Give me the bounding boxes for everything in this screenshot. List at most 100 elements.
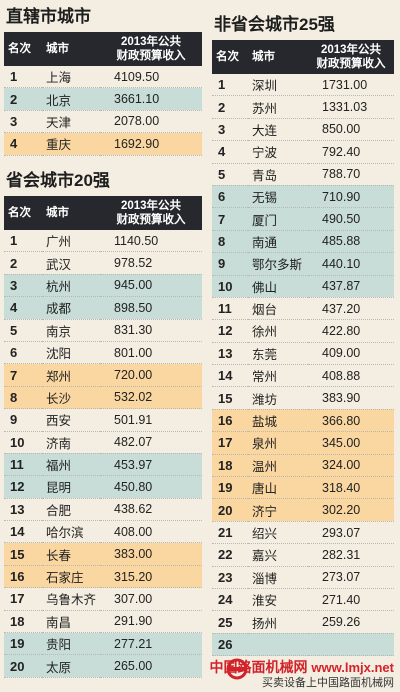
revenue-cell: 720.00 bbox=[100, 363, 202, 387]
table-row: 23 淄博 273.07 bbox=[212, 566, 394, 589]
col-rank-header: 名次 bbox=[4, 196, 42, 230]
rank-cell: 1 bbox=[4, 230, 42, 253]
revenue-cell: 3661.10 bbox=[100, 87, 202, 111]
city-cell: 扬州 bbox=[248, 610, 308, 634]
city-cell: 合肥 bbox=[42, 498, 100, 522]
revenue-cell: 277.21 bbox=[100, 632, 202, 656]
city-cell: 绍兴 bbox=[248, 521, 308, 545]
col-rank-header: 名次 bbox=[4, 32, 42, 66]
non-capital-table: 名次 城市 2013年公共 财政预算收入 1 深圳 1731.00 2 苏州 1331.03… bbox=[212, 40, 394, 657]
city-cell: 苏州 bbox=[248, 95, 308, 119]
rank-cell: 4 bbox=[4, 296, 42, 320]
rank-cell: 6 bbox=[4, 341, 42, 365]
table-row: 10 济南 482.07 bbox=[4, 431, 202, 454]
capital-rows: 1 广州 1140.50 2 武汉 978.52 3 杭州 945.00 4 成都 898.50 5 南京… bbox=[4, 230, 202, 678]
col-revenue-header: 2013年公共 财政预算收入 bbox=[308, 40, 394, 74]
table-row: 21 绍兴 293.07 bbox=[212, 521, 394, 545]
table-row: 6 沈阳 801.00 bbox=[4, 341, 202, 365]
city-cell: 昆明 bbox=[42, 475, 100, 499]
table-row: 6 无锡 710.90 bbox=[212, 185, 394, 209]
revenue-cell: 945.00 bbox=[100, 274, 202, 298]
revenue-cell: 408.88 bbox=[308, 364, 394, 388]
revenue-cell: 2078.00 bbox=[100, 110, 202, 134]
table-header: 名次 城市 2013年公共 财政预算收入 bbox=[4, 32, 202, 66]
city-cell: 济南 bbox=[42, 431, 100, 454]
city-cell: 南昌 bbox=[42, 610, 100, 634]
table-row: 3 大连 850.00 bbox=[212, 118, 394, 142]
col-revenue-header: 2013年公共 财政预算收入 bbox=[100, 196, 202, 230]
city-cell: 杭州 bbox=[42, 274, 100, 298]
rank-cell: 5 bbox=[212, 163, 248, 186]
table-row: 2 苏州 1331.03 bbox=[212, 95, 394, 119]
rank-cell: 6 bbox=[212, 185, 248, 209]
revenue-cell: 4109.50 bbox=[100, 66, 202, 89]
city-cell: 深圳 bbox=[248, 74, 308, 97]
site-name-line: 中国路面机械网 www.lmjx.net bbox=[210, 659, 394, 676]
col-revenue-header: 2013年公共 财政预算收入 bbox=[100, 32, 202, 66]
revenue-cell: 788.70 bbox=[308, 163, 394, 186]
revenue-cell: 1731.00 bbox=[308, 74, 394, 97]
city-cell: 成都 bbox=[42, 296, 100, 320]
non-capital-rows: 1 深圳 1731.00 2 苏州 1331.03 3 大连 850.00 4 宁波 792.40 5 青… bbox=[212, 74, 394, 657]
rank-cell: 24 bbox=[212, 588, 248, 612]
revenue-cell: 366.80 bbox=[308, 409, 394, 433]
table-row: 1 广州 1140.50 bbox=[4, 230, 202, 253]
capital-title: 省会城市20强 bbox=[6, 171, 110, 190]
revenue-cell: 259.26 bbox=[308, 610, 394, 634]
city-cell: 上海 bbox=[42, 66, 100, 89]
revenue-cell: 271.40 bbox=[308, 588, 394, 612]
table-row: 13 合肥 438.62 bbox=[4, 498, 202, 522]
city-cell: 潍坊 bbox=[248, 386, 308, 410]
city-cell: 武汉 bbox=[42, 251, 100, 275]
table-row: 4 重庆 1692.90 bbox=[4, 132, 202, 156]
city-cell: 宁波 bbox=[248, 140, 308, 164]
revenue-cell: 1331.03 bbox=[308, 95, 394, 119]
table-row: 10 佛山 437.87 bbox=[212, 275, 394, 298]
table-row: 4 成都 898.50 bbox=[4, 296, 202, 320]
city-cell: 广州 bbox=[42, 230, 100, 253]
rank-cell: 14 bbox=[4, 520, 42, 544]
revenue-cell: 302.20 bbox=[308, 498, 394, 522]
table-row: 8 南通 485.88 bbox=[212, 230, 394, 254]
rank-cell: 2 bbox=[4, 251, 42, 275]
table-row: 1 上海 4109.50 bbox=[4, 66, 202, 89]
rank-cell: 15 bbox=[4, 542, 42, 566]
city-cell: 长春 bbox=[42, 542, 100, 566]
table-row: 7 厦门 490.50 bbox=[212, 207, 394, 231]
rank-cell: 17 bbox=[212, 431, 248, 455]
table-row: 14 常州 408.88 bbox=[212, 364, 394, 388]
revenue-cell: 532.02 bbox=[100, 386, 202, 410]
rank-cell: 9 bbox=[212, 252, 248, 276]
rank-cell: 8 bbox=[4, 386, 42, 410]
capital-table: 名次 城市 2013年公共 财政预算收入 1 广州 1140.50 2 武汉 978.52 3… bbox=[4, 196, 202, 678]
city-cell: 嘉兴 bbox=[248, 543, 308, 567]
table-row: 8 长沙 532.02 bbox=[4, 386, 202, 410]
city-cell: 贵阳 bbox=[42, 632, 100, 656]
city-cell: 烟台 bbox=[248, 297, 308, 321]
city-cell: 厦门 bbox=[248, 207, 308, 231]
table-row: 9 鄂尔多斯 440.10 bbox=[212, 252, 394, 276]
table-row: 15 长春 383.00 bbox=[4, 542, 202, 566]
table-row: 16 盐城 366.80 bbox=[212, 409, 394, 433]
city-cell: 大连 bbox=[248, 118, 308, 142]
city-cell: 青岛 bbox=[248, 163, 308, 186]
city-cell: 南通 bbox=[248, 230, 308, 254]
revenue-cell: 710.90 bbox=[308, 185, 394, 209]
rank-cell: 4 bbox=[4, 132, 42, 156]
table-row: 17 乌鲁木齐 307.00 bbox=[4, 587, 202, 611]
revenue-cell: 1692.90 bbox=[100, 132, 202, 156]
col-city-header: 城市 bbox=[42, 196, 100, 230]
table-row: 11 福州 453.97 bbox=[4, 453, 202, 477]
table-row: 4 宁波 792.40 bbox=[212, 140, 394, 164]
rank-cell: 13 bbox=[212, 342, 248, 366]
site-watermark: 中国路面机械网 www.lmjx.net 买卖设备上中国路面机械网 bbox=[210, 659, 394, 690]
rank-cell: 17 bbox=[4, 587, 42, 611]
revenue-cell: 318.40 bbox=[308, 476, 394, 500]
table-row: 3 天津 2078.00 bbox=[4, 110, 202, 134]
table-row: 19 唐山 318.40 bbox=[212, 476, 394, 500]
rank-cell: 9 bbox=[4, 408, 42, 432]
rank-cell: 22 bbox=[212, 543, 248, 567]
non-capital-section: 非省会城市25强 名次 城市 2013年公共 财政预算收入 1 深圳 1731.00 2… bbox=[212, 14, 394, 657]
city-cell bbox=[248, 633, 308, 657]
rank-cell: 2 bbox=[4, 87, 42, 111]
